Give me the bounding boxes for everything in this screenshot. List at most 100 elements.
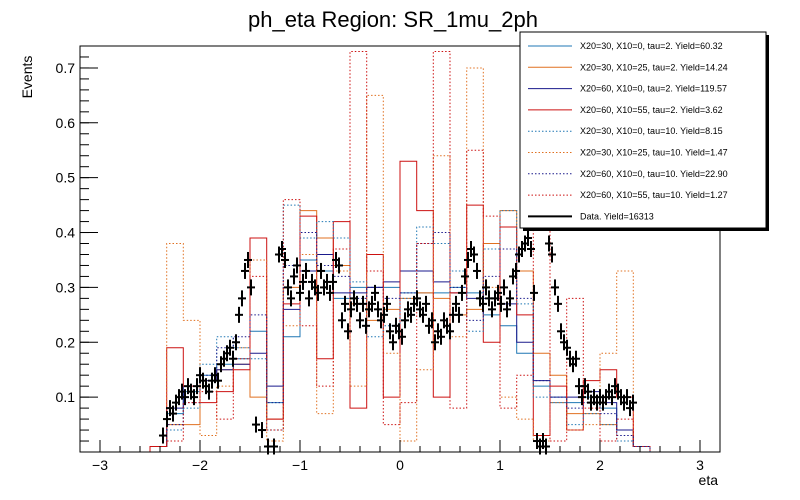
legend-label-1: X20=30, X10=25, tau=2. Yield=14.24 [580, 62, 728, 72]
data-point [455, 306, 463, 323]
data-point [545, 235, 553, 252]
data-point [302, 262, 310, 279]
data-point [344, 323, 352, 340]
data-point [229, 350, 237, 367]
data-point [281, 251, 289, 268]
data-point [428, 312, 436, 329]
data-point [623, 389, 631, 406]
x-tick-label: 0 [396, 457, 404, 473]
data-point [163, 411, 171, 428]
data-point [252, 416, 260, 433]
legend-label-8: Data. Yield=16313 [580, 211, 654, 221]
data-point [464, 251, 472, 268]
data-point [347, 301, 355, 318]
x-tick-label: 3 [696, 457, 704, 473]
data-point [563, 339, 571, 356]
data-point [258, 422, 266, 439]
data-point [557, 323, 565, 340]
data-point [284, 279, 292, 296]
data-point [494, 284, 502, 301]
y-tick-label: 0.7 [56, 60, 76, 76]
data-point [479, 295, 487, 312]
x-tick-label: 2 [596, 457, 604, 473]
data-point [190, 389, 198, 406]
data-point [214, 372, 222, 389]
data-point [293, 257, 301, 274]
data-point [488, 301, 496, 318]
x-tick-label: −3 [92, 457, 108, 473]
data-point [181, 389, 189, 406]
data-point [578, 389, 586, 406]
data-point [572, 350, 580, 367]
data-point [482, 279, 490, 296]
data-point [461, 268, 469, 285]
data-point [338, 312, 346, 329]
data-point [524, 230, 532, 247]
data-point [314, 284, 322, 301]
data-point [584, 383, 592, 400]
data-point [419, 306, 427, 323]
legend-label-6: X20=60, X10=0, tau=10. Yield=22.90 [580, 169, 728, 179]
legend-label-3: X20=60, X10=55, tau=2. Yield=3.62 [580, 105, 723, 115]
data-point [407, 306, 415, 323]
data-point [629, 394, 637, 411]
data-point [371, 284, 379, 301]
data-point [305, 290, 313, 307]
data-point [232, 334, 240, 351]
data-point [341, 295, 349, 312]
data-point [368, 295, 376, 312]
data-point [335, 257, 343, 274]
y-tick-label: 0.2 [56, 334, 76, 350]
data-point [362, 317, 370, 334]
x-tick-label: −1 [292, 457, 308, 473]
data-point [290, 268, 298, 285]
data-point [401, 312, 409, 329]
x-tick-label: −2 [192, 457, 208, 473]
legend-label-7: X20=60, X10=55, tau=10. Yield=1.27 [580, 190, 728, 200]
data-point [226, 339, 234, 356]
data-point [497, 295, 505, 312]
data-point [193, 378, 201, 395]
y-tick-label: 0.4 [56, 225, 76, 241]
data-point [238, 290, 246, 307]
data-point [317, 262, 325, 279]
data-point [548, 246, 556, 263]
data-point [247, 279, 255, 296]
data-point [437, 328, 445, 345]
data-point [527, 241, 535, 257]
data-point [287, 290, 295, 307]
legend-label-2: X20=60, X10=0, tau=2. Yield=119.57 [580, 84, 727, 94]
y-tick-label: 0.5 [56, 170, 76, 186]
data-point [422, 295, 430, 312]
y-tick-label: 0.1 [56, 389, 76, 405]
data-point [554, 295, 562, 312]
data-point [235, 306, 243, 323]
data-point [551, 279, 559, 296]
legend-label-5: X20=30, X10=25, tau=10. Yield=1.47 [580, 148, 728, 158]
plot-area [149, 50, 651, 455]
y-tick-label: 0.6 [56, 115, 76, 131]
data-point [506, 290, 514, 307]
data-point [169, 405, 177, 422]
y-tick-label: 0.3 [56, 279, 76, 295]
data-point [299, 273, 307, 290]
legend-label-4: X20=30, X10=0, tau=10. Yield=8.15 [580, 126, 723, 136]
data-point [356, 312, 364, 329]
data-point [380, 306, 388, 323]
series-line-2 [149, 253, 651, 452]
data-point [205, 383, 213, 400]
data-point [159, 427, 167, 444]
y-axis-label: Events [19, 56, 35, 99]
data-point [389, 334, 397, 351]
data-point [374, 301, 382, 318]
data-point [359, 295, 367, 312]
data-point [608, 389, 616, 406]
y-axis: 0.1 0.2 0.3 0.4 0.5 0.6 0.7 [56, 56, 98, 442]
data-point [244, 251, 252, 268]
data-point [446, 323, 454, 340]
data-point [383, 295, 391, 312]
chart-title: ph_eta Region: SR_1mu_2ph [248, 7, 538, 32]
data-point [413, 290, 421, 307]
x-axis-label: eta [699, 472, 719, 488]
data-point [530, 284, 538, 301]
